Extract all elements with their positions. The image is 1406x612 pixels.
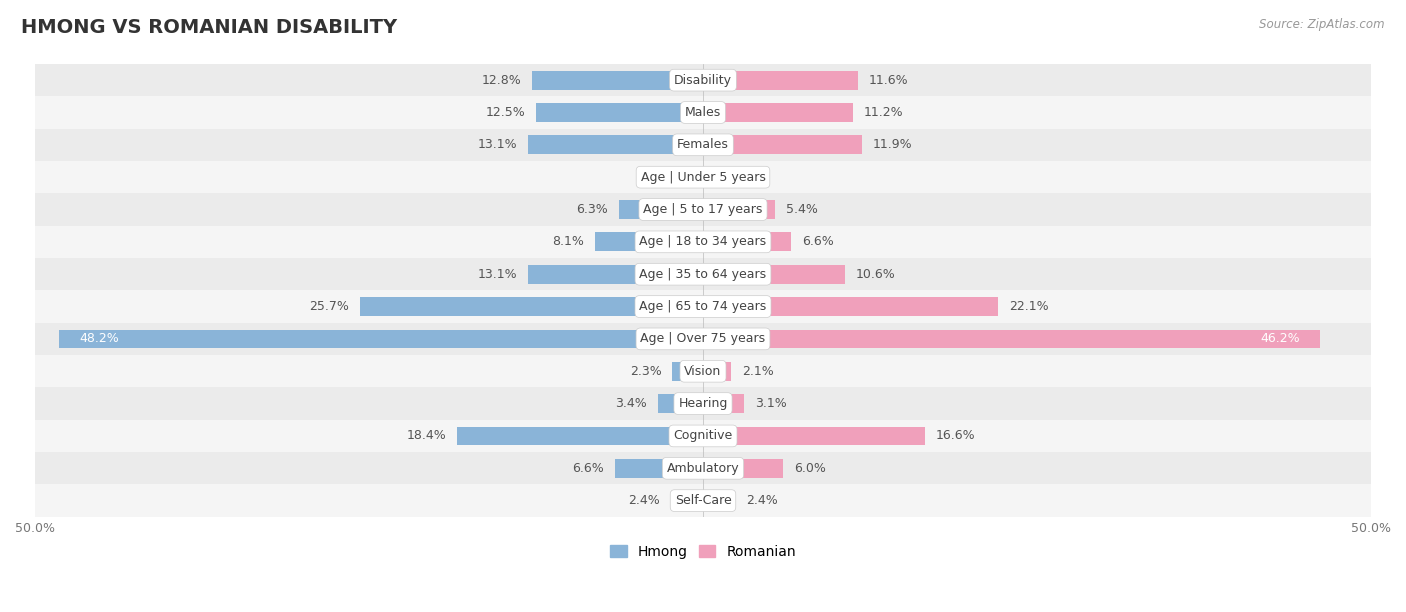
Bar bbox=[703, 71, 858, 89]
Bar bbox=[595, 233, 703, 252]
Text: Age | Over 75 years: Age | Over 75 years bbox=[641, 332, 765, 345]
Bar bbox=[35, 161, 1371, 193]
Text: 6.3%: 6.3% bbox=[576, 203, 609, 216]
Text: 13.1%: 13.1% bbox=[478, 267, 517, 281]
Text: Females: Females bbox=[678, 138, 728, 151]
Bar bbox=[619, 200, 703, 219]
Text: Vision: Vision bbox=[685, 365, 721, 378]
Bar bbox=[671, 491, 703, 510]
Legend: Hmong, Romanian: Hmong, Romanian bbox=[605, 539, 801, 564]
Text: 12.8%: 12.8% bbox=[481, 73, 522, 87]
Text: Disability: Disability bbox=[673, 73, 733, 87]
Bar bbox=[35, 355, 1371, 387]
Bar bbox=[59, 329, 703, 348]
Text: 25.7%: 25.7% bbox=[309, 300, 349, 313]
Bar bbox=[529, 265, 703, 283]
Bar bbox=[703, 394, 744, 413]
Bar bbox=[703, 135, 862, 154]
Text: Age | 18 to 34 years: Age | 18 to 34 years bbox=[640, 236, 766, 248]
Text: 6.0%: 6.0% bbox=[794, 462, 825, 475]
Bar bbox=[529, 135, 703, 154]
Text: Hearing: Hearing bbox=[678, 397, 728, 410]
Text: 6.6%: 6.6% bbox=[572, 462, 605, 475]
Text: HMONG VS ROMANIAN DISABILITY: HMONG VS ROMANIAN DISABILITY bbox=[21, 18, 398, 37]
Bar bbox=[35, 96, 1371, 129]
Bar bbox=[703, 168, 720, 187]
Text: 2.4%: 2.4% bbox=[628, 494, 661, 507]
Bar bbox=[703, 362, 731, 381]
Bar bbox=[703, 297, 998, 316]
Bar bbox=[35, 323, 1371, 355]
Text: 11.6%: 11.6% bbox=[869, 73, 908, 87]
Text: 1.1%: 1.1% bbox=[645, 171, 678, 184]
Text: 3.4%: 3.4% bbox=[616, 397, 647, 410]
Bar bbox=[614, 459, 703, 477]
Text: Age | 65 to 74 years: Age | 65 to 74 years bbox=[640, 300, 766, 313]
Text: 10.6%: 10.6% bbox=[855, 267, 896, 281]
Text: 2.3%: 2.3% bbox=[630, 365, 662, 378]
Bar bbox=[35, 420, 1371, 452]
Bar bbox=[703, 233, 792, 252]
Bar bbox=[672, 362, 703, 381]
Text: 2.4%: 2.4% bbox=[745, 494, 778, 507]
Text: Age | Under 5 years: Age | Under 5 years bbox=[641, 171, 765, 184]
Bar bbox=[658, 394, 703, 413]
Text: Ambulatory: Ambulatory bbox=[666, 462, 740, 475]
Bar bbox=[703, 427, 925, 446]
Bar bbox=[703, 491, 735, 510]
Bar bbox=[703, 329, 1320, 348]
Bar bbox=[703, 103, 852, 122]
Text: 13.1%: 13.1% bbox=[478, 138, 517, 151]
Bar bbox=[35, 193, 1371, 226]
Text: 11.9%: 11.9% bbox=[873, 138, 912, 151]
Text: 3.1%: 3.1% bbox=[755, 397, 787, 410]
Text: 5.4%: 5.4% bbox=[786, 203, 818, 216]
Bar bbox=[35, 258, 1371, 290]
Bar bbox=[703, 459, 783, 477]
Text: 16.6%: 16.6% bbox=[935, 430, 976, 442]
Bar bbox=[35, 387, 1371, 420]
Text: 12.5%: 12.5% bbox=[485, 106, 526, 119]
Text: Males: Males bbox=[685, 106, 721, 119]
Bar bbox=[360, 297, 703, 316]
Bar bbox=[536, 103, 703, 122]
Text: 46.2%: 46.2% bbox=[1261, 332, 1301, 345]
Bar bbox=[35, 485, 1371, 517]
Bar bbox=[35, 226, 1371, 258]
Text: 1.3%: 1.3% bbox=[731, 171, 763, 184]
Bar bbox=[35, 129, 1371, 161]
Text: 6.6%: 6.6% bbox=[801, 236, 834, 248]
Bar bbox=[531, 71, 703, 89]
Text: 2.1%: 2.1% bbox=[742, 365, 773, 378]
Bar bbox=[35, 452, 1371, 485]
Bar bbox=[35, 290, 1371, 323]
Text: 48.2%: 48.2% bbox=[79, 332, 120, 345]
Text: 8.1%: 8.1% bbox=[553, 236, 583, 248]
Text: Source: ZipAtlas.com: Source: ZipAtlas.com bbox=[1260, 18, 1385, 31]
Text: Age | 35 to 64 years: Age | 35 to 64 years bbox=[640, 267, 766, 281]
Text: Cognitive: Cognitive bbox=[673, 430, 733, 442]
Text: Age | 5 to 17 years: Age | 5 to 17 years bbox=[644, 203, 762, 216]
Bar bbox=[703, 200, 775, 219]
Bar bbox=[35, 64, 1371, 96]
Text: 22.1%: 22.1% bbox=[1010, 300, 1049, 313]
Text: 11.2%: 11.2% bbox=[863, 106, 903, 119]
Bar bbox=[457, 427, 703, 446]
Bar bbox=[703, 265, 845, 283]
Text: 18.4%: 18.4% bbox=[406, 430, 447, 442]
Text: Self-Care: Self-Care bbox=[675, 494, 731, 507]
Bar bbox=[689, 168, 703, 187]
